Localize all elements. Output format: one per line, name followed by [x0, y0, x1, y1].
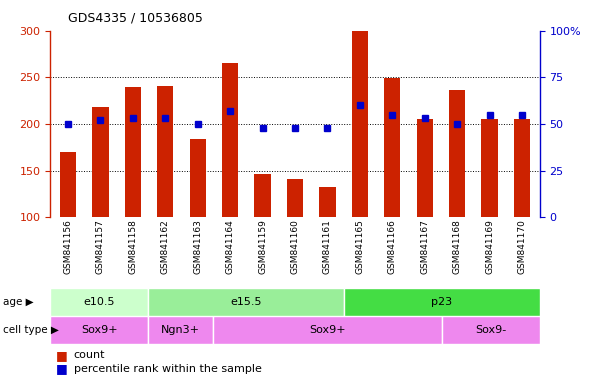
Bar	[352, 31, 368, 217]
Text: GSM841158: GSM841158	[129, 220, 137, 274]
Text: GSM841156: GSM841156	[64, 220, 73, 274]
Text: GSM841166: GSM841166	[388, 220, 397, 274]
Text: count: count	[74, 350, 105, 360]
Bar	[148, 316, 214, 344]
Text: ■: ■	[56, 362, 68, 375]
Bar	[60, 152, 76, 217]
Text: GSM841167: GSM841167	[420, 220, 429, 274]
Bar	[344, 288, 540, 316]
Text: GSM841163: GSM841163	[193, 220, 202, 274]
Text: GSM841160: GSM841160	[290, 220, 300, 274]
Bar	[384, 78, 401, 217]
Text: e15.5: e15.5	[230, 297, 262, 307]
Text: GSM841165: GSM841165	[355, 220, 365, 274]
Text: GSM841169: GSM841169	[485, 220, 494, 274]
Text: Sox9-: Sox9-	[476, 325, 506, 335]
Bar	[287, 179, 303, 217]
Bar	[189, 139, 206, 217]
Bar	[50, 316, 148, 344]
Text: GSM841170: GSM841170	[517, 220, 526, 274]
Text: GSM841159: GSM841159	[258, 220, 267, 274]
Bar	[481, 119, 498, 217]
Bar	[157, 86, 173, 217]
Bar	[449, 89, 466, 217]
Bar	[417, 119, 433, 217]
Text: Sox9+: Sox9+	[309, 325, 346, 335]
Text: GSM841161: GSM841161	[323, 220, 332, 274]
Text: age ▶: age ▶	[3, 297, 34, 307]
Text: GSM841164: GSM841164	[225, 220, 235, 274]
Bar	[442, 316, 540, 344]
Text: GDS4335 / 10536805: GDS4335 / 10536805	[68, 12, 203, 25]
Bar	[124, 87, 141, 217]
Text: ■: ■	[56, 349, 68, 362]
Bar	[92, 107, 109, 217]
Bar	[319, 187, 336, 217]
Text: cell type ▶: cell type ▶	[3, 325, 59, 335]
Bar	[214, 316, 442, 344]
Bar	[50, 288, 148, 316]
Text: e10.5: e10.5	[83, 297, 115, 307]
Text: percentile rank within the sample: percentile rank within the sample	[74, 364, 261, 374]
Text: GSM841168: GSM841168	[453, 220, 461, 274]
Text: Ngn3+: Ngn3+	[161, 325, 200, 335]
Text: GSM841157: GSM841157	[96, 220, 105, 274]
Bar	[514, 119, 530, 217]
Bar	[254, 174, 271, 217]
Text: Sox9+: Sox9+	[81, 325, 117, 335]
Bar	[148, 288, 344, 316]
Text: GSM841162: GSM841162	[161, 220, 170, 274]
Text: p23: p23	[431, 297, 453, 307]
Bar	[222, 63, 238, 217]
